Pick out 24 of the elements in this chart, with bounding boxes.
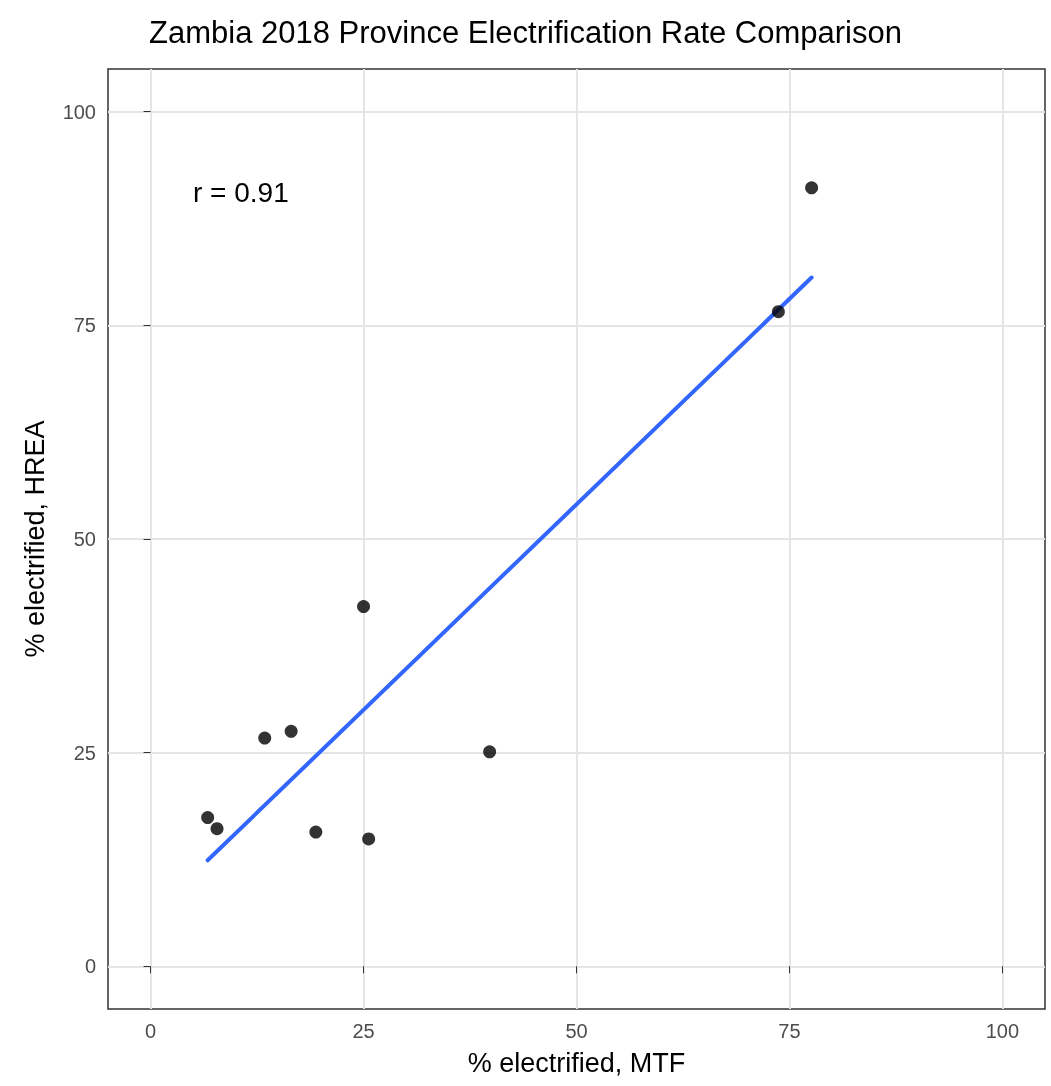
point <box>210 822 224 836</box>
x-tick-label: 100 <box>985 1020 1020 1042</box>
y-tick-label: 0 <box>84 955 96 978</box>
point <box>362 832 376 846</box>
x-tick-label: 0 <box>145 1020 157 1042</box>
point <box>771 305 785 319</box>
y-tick-label: 25 <box>73 741 96 764</box>
point <box>284 724 298 738</box>
point <box>258 731 272 745</box>
point <box>309 825 323 839</box>
annotation: r = 0.91 <box>193 176 289 208</box>
y-tick-label: 75 <box>73 314 96 337</box>
x-tick-label: 50 <box>565 1020 588 1042</box>
x-tick-label: 25 <box>352 1020 375 1042</box>
point <box>805 181 819 195</box>
point <box>201 811 215 825</box>
y-axis-title: % electrified, HREA <box>19 420 50 658</box>
point <box>357 600 371 614</box>
x-tick-label: 75 <box>778 1020 801 1042</box>
x-axis-title: % electrified, MTF <box>467 1047 686 1078</box>
chart-title: Zambia 2018 Province Electrification Rate Comparison <box>149 15 902 50</box>
y-tick-label: 100 <box>62 100 96 123</box>
y-tick-label: 50 <box>73 528 96 550</box>
point <box>483 745 497 759</box>
